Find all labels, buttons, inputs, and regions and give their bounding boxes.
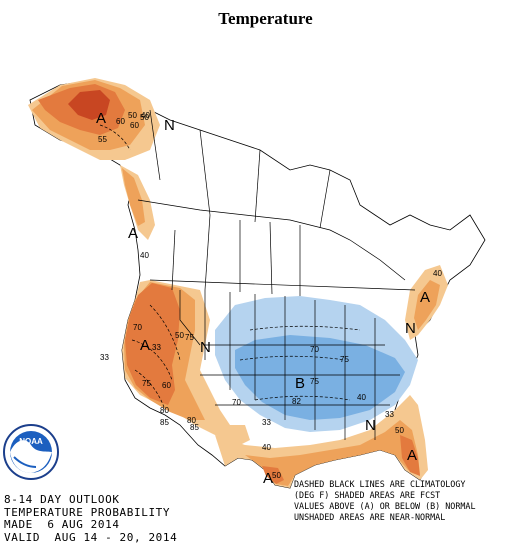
clim-label: 75 <box>142 379 151 388</box>
valid-dates: VALID AUG 14 - 20, 2014 <box>4 530 178 544</box>
alaska-above-letter: A <box>96 110 106 127</box>
climatology-lines <box>99 124 361 411</box>
prob-label: 40 <box>141 111 150 120</box>
bc-above-letter: A <box>128 225 138 242</box>
above-normal-west <box>122 280 250 445</box>
plains-near-letter: N <box>200 339 211 356</box>
clim-label: 70 <box>310 345 319 354</box>
noaa-logo-text: NOAA <box>19 437 43 446</box>
bc-40 <box>122 168 145 226</box>
clim-label: 60 <box>130 121 139 130</box>
above-normal-bc <box>120 165 155 240</box>
south-40 <box>245 420 420 486</box>
prob-label: 60 <box>116 117 125 126</box>
prob-label: 50 <box>128 111 137 120</box>
legend-line: VALUES ABOVE (A) OR BELOW (B) NORMAL <box>294 501 476 511</box>
prob-label: 33 <box>262 418 271 427</box>
prob-label: 50 <box>272 471 281 480</box>
prob-label: 60 <box>162 381 171 390</box>
south-above-letter: A <box>263 470 273 487</box>
clim-label: 75 <box>340 355 349 364</box>
prob-label: 40 <box>262 443 271 452</box>
above-normal-alaska <box>28 78 160 160</box>
outlook-info: 8-14 DAY OUTLOOK TEMPERATURE PROBABILITY M… <box>4 493 178 544</box>
southeast-near-letter: N <box>365 417 376 434</box>
prob-label: 33 <box>385 410 394 419</box>
clim-label: 55 <box>98 135 107 144</box>
boundaries <box>137 109 416 440</box>
clim-label: 80 <box>160 406 169 415</box>
prob-label: 50 <box>395 426 404 435</box>
north-near-letter: N <box>405 320 416 337</box>
outlook-variable: TEMPERATURE PROBABILITY <box>4 505 171 519</box>
legend-line: (DEG F) SHADED AREAS ARE FCST <box>294 490 441 500</box>
west-above-letter: A <box>140 337 150 354</box>
made-date: MADE 6 AUG 2014 <box>4 518 120 531</box>
above-normal-south <box>215 395 428 488</box>
legend-line: UNSHADED AREAS ARE NEAR-NORMAL <box>294 512 446 522</box>
clim-label: 85 <box>160 418 169 427</box>
alaska-near-letter: N <box>164 117 175 134</box>
clim-label: 75 <box>185 333 194 342</box>
west-50 <box>125 283 180 405</box>
noaa-logo: NOAA <box>3 424 59 480</box>
clim-label: 82 <box>292 397 301 406</box>
clim-label: 50 <box>140 113 149 122</box>
prob-label: 33 <box>100 353 109 362</box>
central-below-letter: B <box>295 375 305 392</box>
outlook-period: 8-14 DAY OUTLOOK <box>4 493 120 506</box>
legend-note: DASHED BLACK LINES ARE CLIMATOLOGY (DEG F… <box>294 479 476 523</box>
above-normal-northeast <box>405 265 448 340</box>
texas-50 <box>262 466 284 484</box>
south-50 <box>400 435 420 476</box>
ne-40 <box>414 280 440 330</box>
outlook-map: A N A A N B N A A A N 60 50 40 33 40 50 … <box>28 78 486 489</box>
legend-line: DASHED BLACK LINES ARE CLIMATOLOGY <box>294 479 466 489</box>
number-labels: 60 50 40 33 40 50 33 40 50 40 33 50 60 4… <box>98 111 442 480</box>
clim-label: 85 <box>190 423 199 432</box>
alaska-60 <box>68 90 110 120</box>
northeast-above-letter: A <box>420 289 430 306</box>
clim-label: 70 <box>232 398 241 407</box>
prob-label: 40 <box>433 269 442 278</box>
clim-label: 75 <box>310 377 319 386</box>
prob-label: 40 <box>140 251 149 260</box>
clim-label: 80 <box>187 416 196 425</box>
clim-label: 70 <box>133 323 142 332</box>
prob-label: 40 <box>357 393 366 402</box>
prob-label: 50 <box>175 331 184 340</box>
prob-label: 33 <box>152 343 161 352</box>
category-letters: A N A A N B N A A A N <box>96 110 430 487</box>
map-title: Temperature <box>218 9 313 28</box>
florida-above-letter: A <box>407 447 417 464</box>
